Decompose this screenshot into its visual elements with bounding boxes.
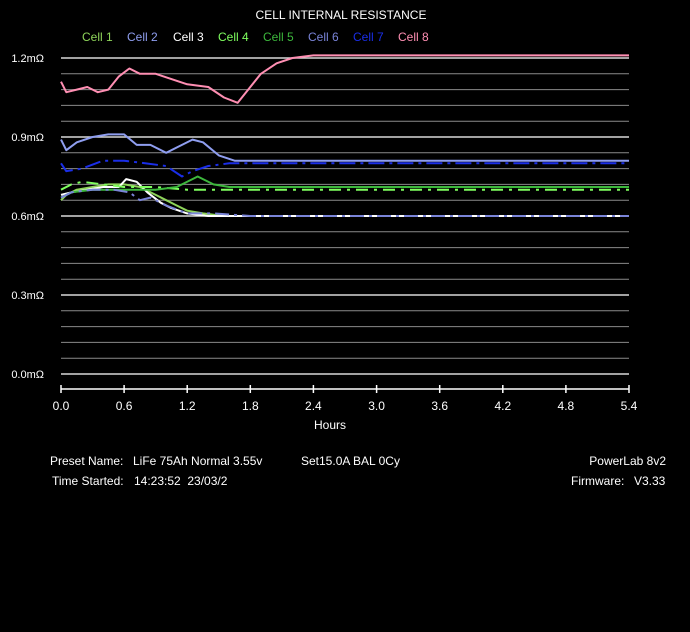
firmware-label: Firmware: (571, 474, 625, 488)
legend-item: Cell 7 (353, 30, 384, 44)
time-started-label: Time Started: (52, 474, 124, 488)
legend-item: Cell 6 (308, 30, 339, 44)
series-line-cell-7 (60, 159, 629, 178)
x-tick-label: 5.4 (621, 399, 638, 413)
y-axis: 0.0mΩ 0.3mΩ 0.6mΩ 0.9mΩ 1.2mΩ (11, 53, 44, 381)
grid-lines (61, 57, 629, 375)
x-tick-label: 0.0 (53, 399, 70, 413)
y-tick-label: 0.6mΩ (11, 211, 44, 223)
legend-item: Cell 1 (82, 30, 113, 44)
y-tick-label: 0.9mΩ (11, 132, 44, 144)
y-tick-label: 0.3mΩ (11, 290, 44, 302)
series-line-cell-4 (60, 180, 629, 191)
series-line-cell-2 (60, 133, 629, 162)
legend-item: Cell 3 (173, 30, 204, 44)
legend-item: Cell 4 (218, 30, 249, 44)
series-layer (60, 54, 629, 217)
chart-title: CELL INTERNAL RESISTANCE (256, 8, 427, 22)
device-name: PowerLab 8v2 (589, 454, 666, 468)
firmware-value: V3.33 (634, 474, 666, 488)
set-value: Set15.0A BAL 0Cy (301, 454, 400, 468)
x-axis-label: Hours (314, 418, 346, 432)
legend-item: Cell 2 (127, 30, 158, 44)
x-tick-label: 4.2 (494, 399, 511, 413)
y-tick-label: 0.0mΩ (11, 369, 44, 381)
x-tick-label: 4.8 (558, 399, 575, 413)
resistance-chart: CELL INTERNAL RESISTANCE Cell 1 Cell 2 Cel… (11, 8, 638, 432)
x-tick-label: 0.6 (116, 399, 133, 413)
x-tick-label: 3.0 (368, 399, 385, 413)
legend-item: Cell 5 (263, 30, 294, 44)
series-line-cell-5 (60, 175, 629, 199)
y-tick-label: 1.2mΩ (11, 53, 44, 65)
x-tick-label: 1.2 (179, 399, 196, 413)
chart-legend: Cell 1 Cell 2 Cell 3 Cell 4 Cell 5 Cell 6 Cell… (82, 30, 429, 44)
x-axis: 0.0 0.6 1.2 1.8 2.4 3.0 3.6 4.2 4.8 5.4 (53, 385, 638, 413)
time-started-value: 14:23:52 23/03/2 (134, 474, 228, 488)
preset-label: Preset Name: (50, 454, 124, 468)
x-tick-label: 2.4 (305, 399, 322, 413)
x-tick-label: 1.8 (242, 399, 259, 413)
preset-value: LiFe 75Ah Normal 3.55v (133, 454, 263, 468)
legend-item: Cell 8 (398, 30, 429, 44)
x-tick-label: 3.6 (431, 399, 448, 413)
series-line-cell-6 (60, 188, 629, 217)
series-line-cell-8 (60, 54, 629, 104)
